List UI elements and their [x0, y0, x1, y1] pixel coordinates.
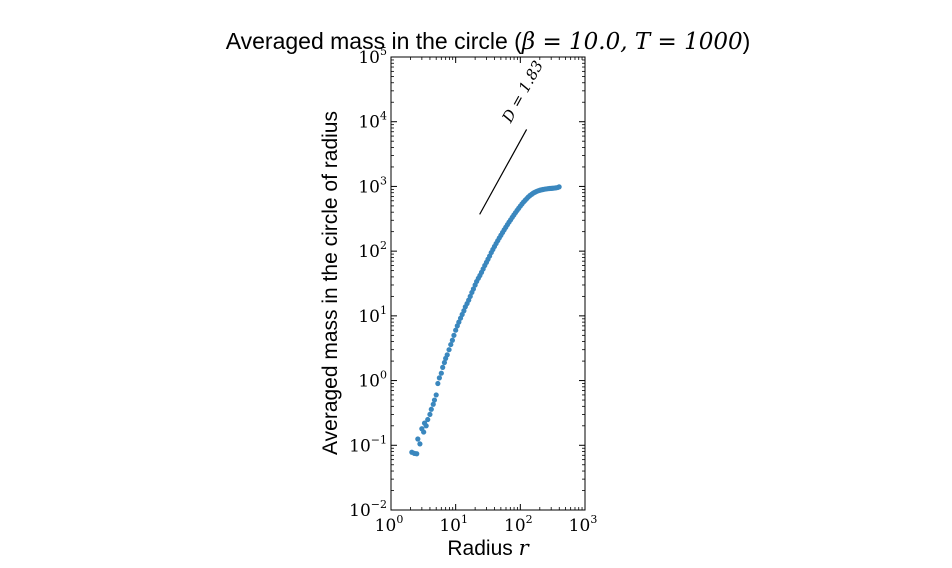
data-point: [446, 347, 452, 353]
data-point: [556, 184, 562, 190]
chart-title-math: β = 10.0, T = 1000: [521, 29, 743, 55]
data-point: [414, 451, 420, 457]
data-point: [448, 341, 454, 348]
y-tick-label: 10−1: [349, 433, 387, 456]
y-tick-label: 105: [358, 45, 387, 68]
data-point: [415, 436, 421, 442]
data-point: [470, 286, 476, 292]
tick-labels: 100 101 102 103 10−2 10−1 100 101 102 103 104 105: [349, 45, 597, 536]
x-tick-label: 101: [439, 513, 468, 536]
y-tick-label: 103: [358, 174, 387, 197]
data-point: [467, 293, 473, 299]
data-point: [428, 406, 434, 412]
data-point: [441, 359, 448, 366]
chart-title-close: ): [742, 28, 751, 54]
data-point: [427, 411, 433, 418]
data-point: [431, 397, 438, 403]
data-point: [423, 423, 429, 429]
data-point: [433, 392, 439, 398]
plot-frame: [390, 56, 586, 511]
x-axis-label: Radius r: [447, 536, 528, 561]
data-point: [456, 319, 462, 325]
data-point: [440, 364, 446, 370]
data-point: [421, 429, 427, 435]
x-tick-label: 103: [569, 513, 598, 536]
reference-line-label: D = 1.83: [498, 58, 547, 127]
x-tick-label: 100: [375, 513, 404, 536]
data-point: [461, 308, 467, 314]
data-point: [435, 380, 441, 387]
x-axis-label-math: r: [518, 536, 529, 560]
data-point: [444, 352, 450, 358]
y-tick-label: 100: [358, 369, 387, 392]
data-point: [451, 332, 457, 338]
data-points: [409, 184, 562, 457]
x-tick-label: 102: [504, 513, 533, 536]
data-point: [453, 327, 459, 333]
reference-slope-line: [479, 129, 528, 215]
data-point: [449, 337, 455, 343]
chart-title-text: Averaged mass in the circle (: [225, 28, 522, 54]
data-point: [438, 370, 444, 376]
data-point: [430, 401, 436, 407]
y-tick-label: 101: [358, 304, 387, 327]
y-tick-label: 102: [358, 239, 387, 262]
data-point: [436, 375, 442, 381]
y-tick-label: 10−2: [349, 498, 387, 521]
x-axis-label-text: Radius: [447, 537, 519, 560]
data-point: [425, 416, 431, 423]
data-point: [417, 441, 423, 447]
chart-title: Averaged mass in the circle (β = 10.0, T…: [0, 28, 952, 55]
y-tick-label: 104: [358, 110, 387, 133]
